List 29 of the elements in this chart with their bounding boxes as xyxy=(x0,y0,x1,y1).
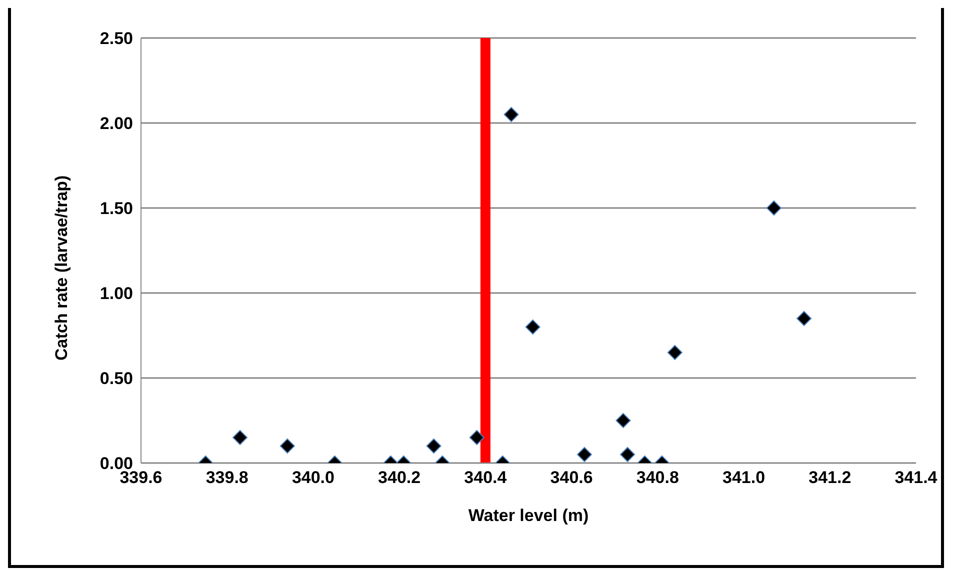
y-tick-label: 2.50 xyxy=(100,29,133,48)
y-tick-label: 1.00 xyxy=(100,284,133,304)
x-tick-label: 340.0 xyxy=(292,468,334,488)
point xyxy=(469,430,484,445)
point xyxy=(620,447,636,462)
point xyxy=(766,200,782,216)
point xyxy=(280,438,295,454)
point xyxy=(616,413,631,428)
x-tick-label: 340.4 xyxy=(464,468,508,488)
x-tick-label: 340.6 xyxy=(550,468,593,488)
x-tick-label: 341.4 xyxy=(894,468,938,488)
x-tick-label: 340.8 xyxy=(636,468,679,488)
x-tick-label: 340.2 xyxy=(378,468,421,488)
y-tick-label: 2.00 xyxy=(100,114,133,134)
x-tick-label: 339.6 xyxy=(120,468,162,488)
y-tick-label: 0.50 xyxy=(100,369,133,388)
point xyxy=(525,320,540,334)
point xyxy=(667,345,682,360)
y-tick-label: 1.50 xyxy=(100,199,133,218)
x-axis-title: Water level (m) xyxy=(468,506,589,525)
x-tick-label: 339.8 xyxy=(206,468,248,488)
point xyxy=(232,430,248,445)
x-tick-label: 341.0 xyxy=(722,468,766,488)
x-tick-label: 341.2 xyxy=(808,468,852,488)
point xyxy=(576,447,592,462)
y-axis-title: Catch rate (larvae/trap) xyxy=(52,175,72,360)
point xyxy=(426,438,442,454)
point xyxy=(796,311,812,326)
point xyxy=(504,107,519,122)
